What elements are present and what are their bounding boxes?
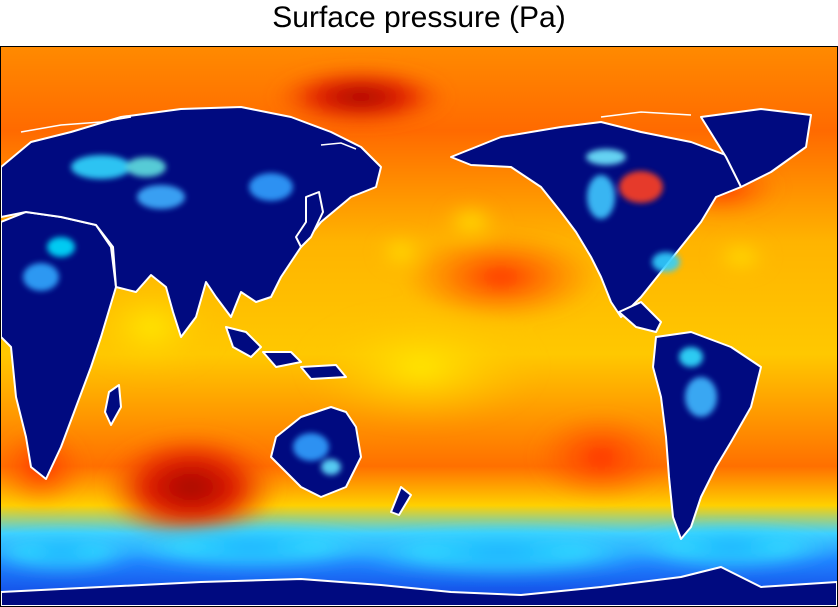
map-title: Surface pressure (Pa) xyxy=(272,1,566,34)
southern-ocean-low xyxy=(1,525,837,576)
central-america-landmass xyxy=(618,301,662,333)
arctic-coast xyxy=(20,111,692,150)
japan-landmass xyxy=(295,191,324,248)
indonesia-islands xyxy=(225,326,347,380)
south-america-landmass xyxy=(652,331,762,540)
new-zealand-landmass xyxy=(390,486,412,516)
antarctica-landmass xyxy=(1,566,837,606)
pressure-map xyxy=(1,47,837,606)
map-plot-area xyxy=(0,46,838,607)
madagascar-landmass xyxy=(104,384,122,426)
north-america-landmass xyxy=(450,121,742,318)
greenland-landmass xyxy=(700,108,812,188)
land-detail xyxy=(23,149,717,475)
